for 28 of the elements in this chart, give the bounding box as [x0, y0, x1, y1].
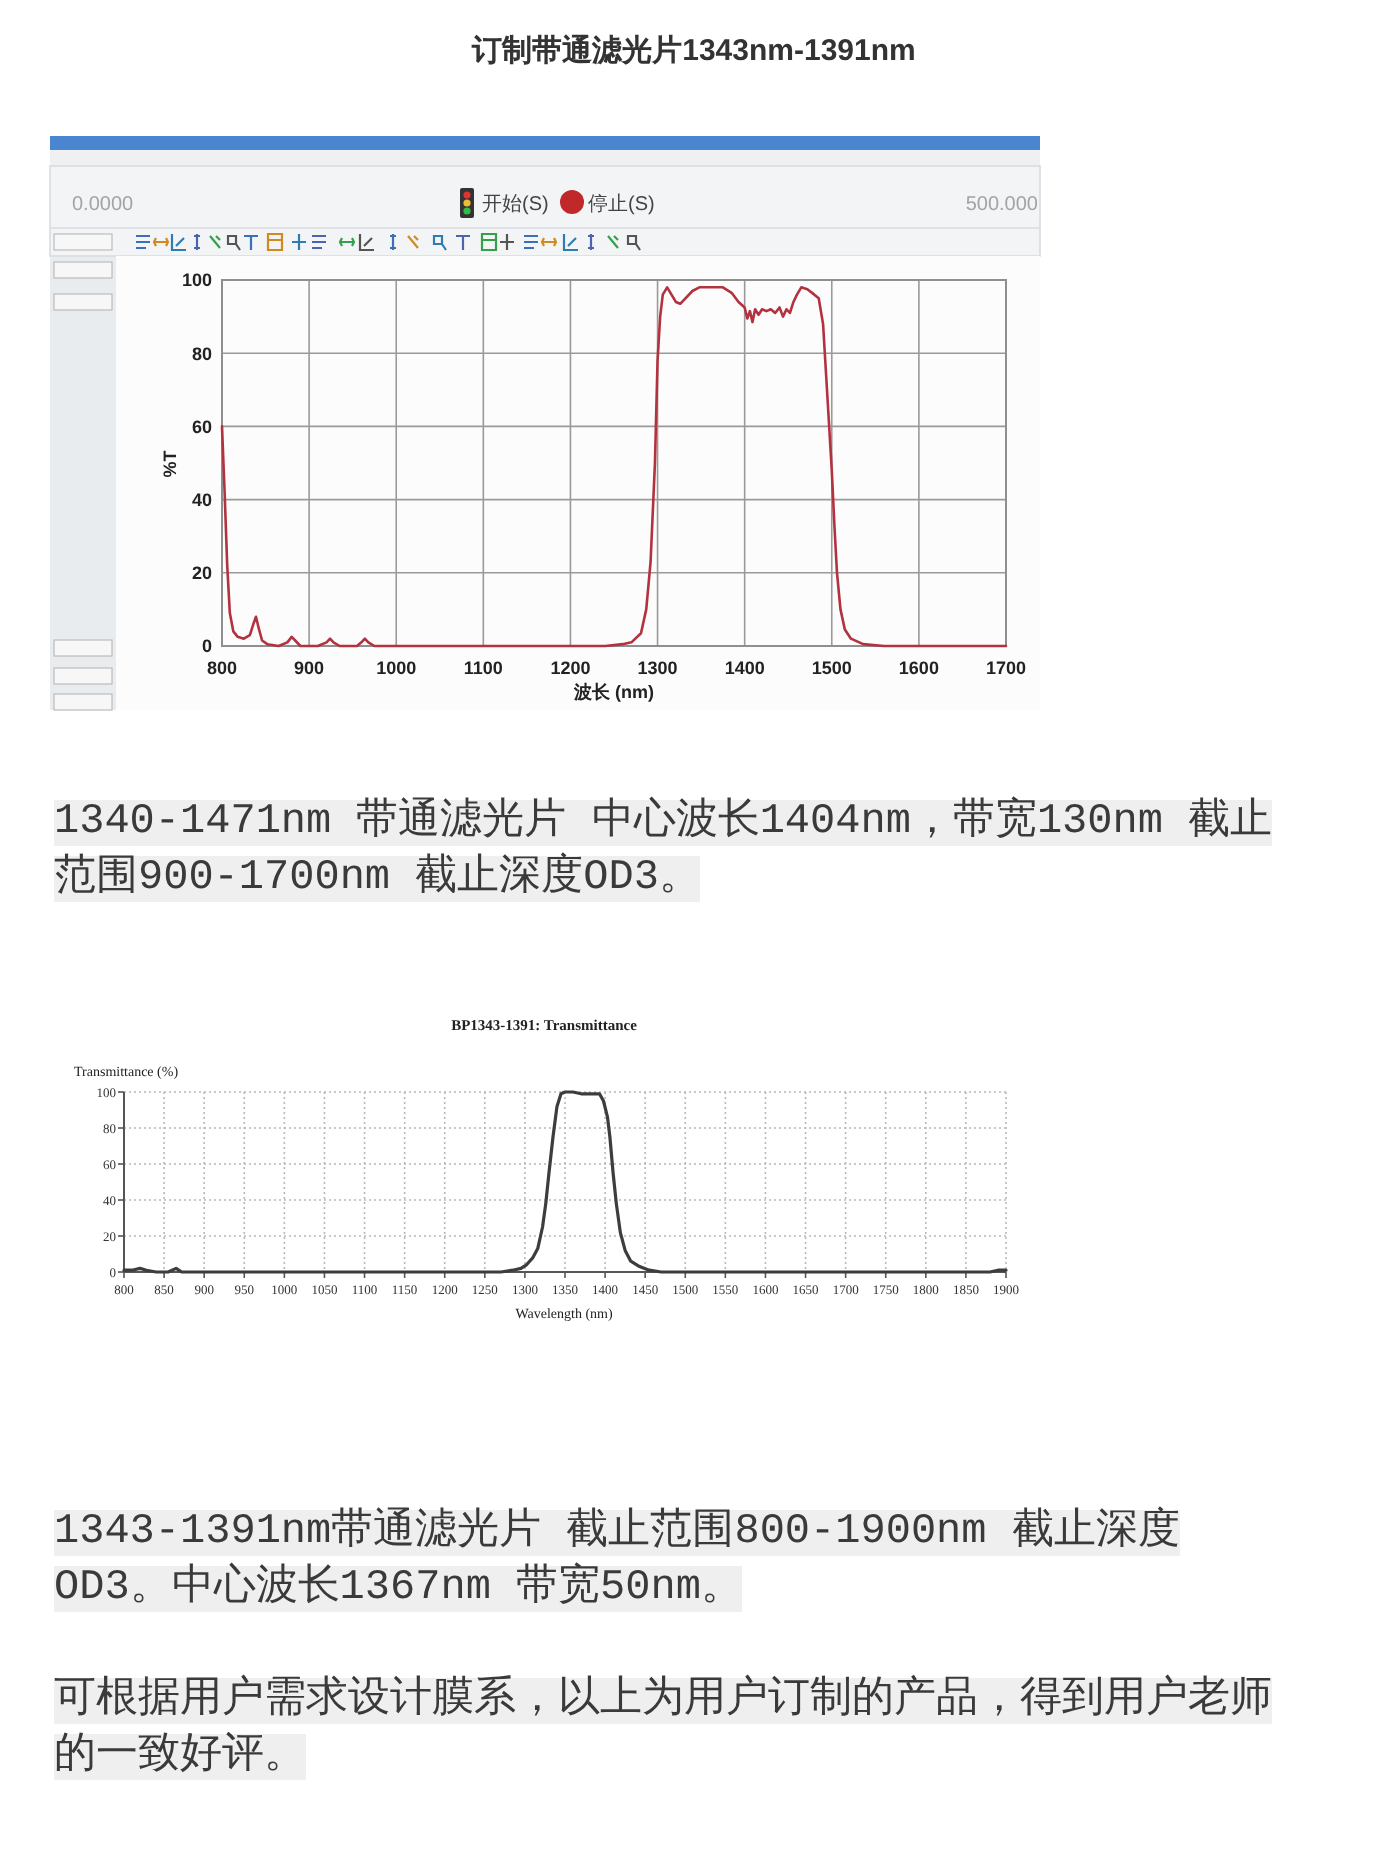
x-tick-label: 1000: [376, 658, 417, 678]
text: 可根据用户需求设计膜系，以上为用户订制的产品，得到用户老师的一致好评。: [54, 1678, 1272, 1779]
text: 开始(S): [482, 194, 549, 216]
x-tick-label: 1200: [550, 658, 591, 678]
x-tick-label: 1700: [985, 658, 1027, 678]
x-tick-label: 1400: [724, 658, 765, 678]
chart-title: 订制带通滤光片1343nm-1391nm: [470, 34, 916, 68]
text: 0.0000: [72, 194, 135, 216]
x-tick-label: 900: [294, 658, 325, 678]
y-tick-label: 100: [181, 270, 212, 291]
text: 500.000: [965, 194, 1039, 216]
text: 1343-1391nm带通滤光片 截止范围800-1900nm 截止深度OD3。中心波长1367nm 带宽50nm。: [54, 1510, 1180, 1611]
y-tick-label: 20: [191, 563, 212, 584]
x-tick-label: 1100: [463, 658, 503, 678]
line-series: [122, 1090, 1008, 1274]
y-tick-label: 60: [191, 416, 212, 437]
line-series: [220, 286, 1008, 648]
text: 1340-1471nm 带通滤光片 中心波长1404nm，带宽130nm 截止范围900-1700nm 截止深度OD3。: [54, 800, 1273, 901]
y-axis-title: %T: [160, 449, 180, 478]
x-tick-label: 1500: [811, 658, 852, 678]
x-tick-label: 1300: [637, 658, 678, 678]
y-tick-label: 0: [201, 636, 212, 657]
x-tick-label: 800: [206, 658, 238, 678]
y-tick-label: 80: [191, 343, 212, 364]
text: 停止(S): [588, 192, 655, 216]
y-tick-label: 40: [191, 489, 212, 510]
x-tick-label: 1600: [898, 658, 939, 678]
x-axis-title: 波长 (nm): [572, 682, 654, 702]
